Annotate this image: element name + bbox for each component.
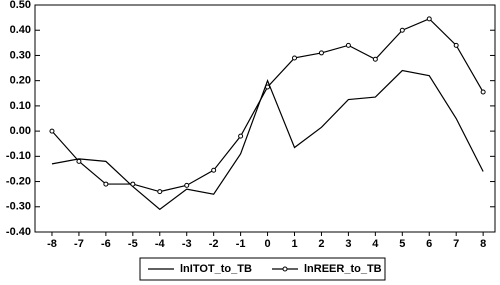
- point: [318, 50, 324, 56]
- x-tick-label: -2: [209, 238, 219, 250]
- y-tick-label: 0.20: [10, 75, 31, 87]
- point: [157, 189, 163, 195]
- x-tick-label: 5: [399, 238, 405, 250]
- point: [103, 181, 109, 187]
- series-line: [51, 69, 484, 211]
- x-tick-label: 1: [291, 238, 297, 250]
- legend-marker: [282, 266, 288, 272]
- point: [211, 167, 217, 173]
- point: [453, 42, 459, 48]
- x-tick-label: -3: [182, 238, 192, 250]
- point: [480, 89, 486, 95]
- x-tick-label: 6: [426, 238, 432, 250]
- y-tick-label: 0.40: [10, 24, 31, 36]
- y-tick-label: -0.40: [6, 226, 31, 238]
- legend-label: lnITOT_to_TB: [180, 263, 252, 275]
- x-tick-label: -1: [236, 238, 246, 250]
- x-tick-label: -7: [74, 238, 84, 250]
- x-tick-label: 3: [345, 238, 351, 250]
- x-tick-label: 2: [318, 238, 324, 250]
- point: [130, 181, 136, 187]
- point: [238, 133, 244, 139]
- point: [76, 158, 82, 164]
- point: [399, 27, 405, 33]
- y-tick-label: -0.20: [6, 175, 31, 187]
- y-tick-label: 0.00: [10, 125, 31, 137]
- x-tick-label: -5: [128, 238, 138, 250]
- y-tick-label: -0.10: [6, 150, 31, 162]
- point: [345, 42, 351, 48]
- x-tick-label: -4: [155, 238, 166, 250]
- x-tick-label: -8: [47, 238, 57, 250]
- x-tick-label: 7: [453, 238, 459, 250]
- series-line: [51, 18, 484, 193]
- y-tick-label: 0.50: [10, 0, 31, 11]
- point: [426, 16, 432, 22]
- x-tick-label: -6: [101, 238, 111, 250]
- legend-label: lnREER_to_TB: [304, 263, 382, 275]
- point: [265, 84, 271, 90]
- point: [292, 55, 298, 61]
- plot-frame: [34, 4, 496, 233]
- point: [372, 56, 378, 62]
- x-tick-label: 4: [372, 238, 379, 250]
- x-tick-label: 8: [480, 238, 486, 250]
- x-tick-label: 0: [264, 238, 270, 250]
- legend-box: [139, 257, 386, 281]
- y-tick-label: 0.30: [10, 49, 31, 61]
- point: [49, 128, 55, 134]
- point: [184, 182, 190, 188]
- y-tick-label: 0.10: [10, 100, 31, 112]
- y-tick-label: -0.30: [6, 201, 31, 213]
